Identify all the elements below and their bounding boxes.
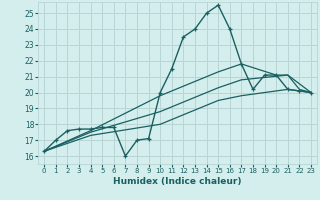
X-axis label: Humidex (Indice chaleur): Humidex (Indice chaleur)	[113, 177, 242, 186]
